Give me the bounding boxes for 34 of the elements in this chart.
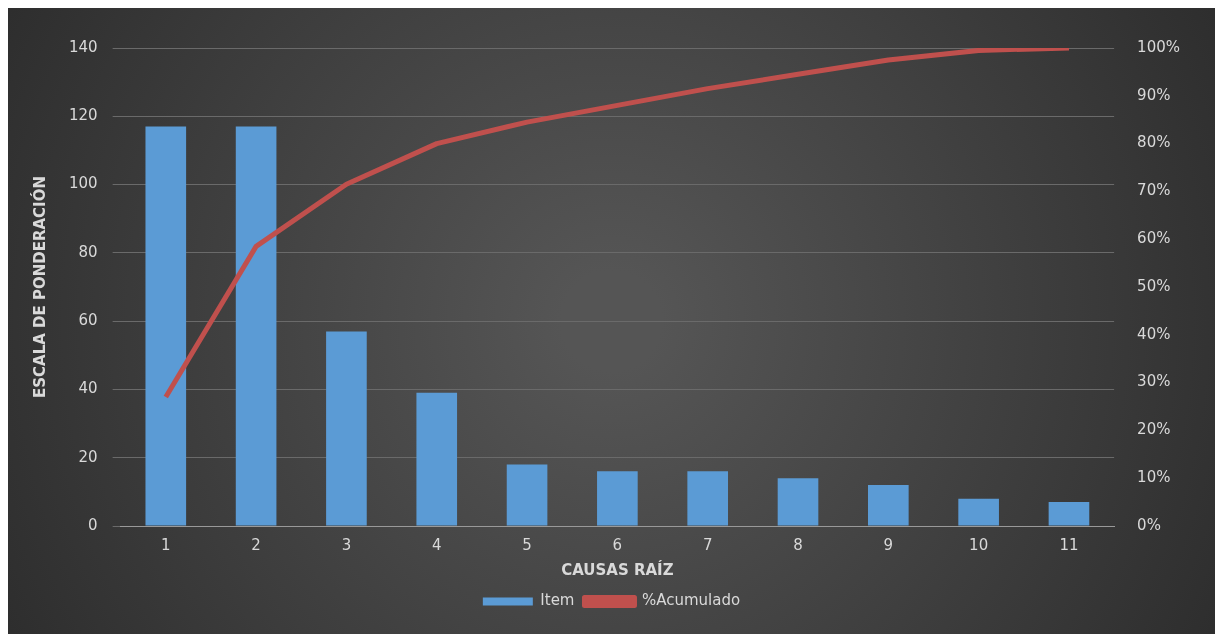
y2-tick-label: 70% — [1137, 181, 1171, 200]
y-tick-label: 40 — [78, 379, 98, 398]
y-tick-label: 100 — [68, 174, 98, 193]
x-tick-label: 10 — [969, 535, 989, 554]
y2-tick-label: 10% — [1137, 468, 1171, 487]
x-axis-title: CAUSAS RAÍZ — [561, 559, 674, 579]
x-tick-label: 3 — [341, 535, 352, 554]
y2-tick-label: 100% — [1137, 37, 1181, 56]
y2-tick-label: 60% — [1137, 229, 1171, 248]
y2-tick-label: 80% — [1137, 133, 1171, 152]
y-tick-label: 0 — [88, 515, 98, 534]
x-tick-label: 11 — [1059, 535, 1079, 554]
y-axis-title: ESCALA DE PONDERACIÓN — [29, 175, 49, 399]
x-tick-label: 1 — [161, 535, 171, 554]
x-tick-label: 6 — [612, 535, 623, 554]
x-tick-label: 2 — [251, 535, 261, 554]
y2-tick-label: 30% — [1137, 372, 1171, 391]
x-tick-label: 5 — [522, 535, 532, 554]
x-tick-label: 4 — [431, 535, 442, 554]
legend-label: Item — [540, 591, 575, 610]
y2-tick-label: 40% — [1137, 324, 1171, 343]
y-tick-label: 140 — [68, 37, 98, 56]
y-tick-label: 60 — [78, 311, 98, 330]
legend-label: %Acumulado — [641, 591, 741, 610]
x-tick-label: 9 — [883, 535, 894, 554]
x-tick-label: 8 — [793, 535, 803, 554]
x-tick-label: 7 — [702, 535, 713, 554]
y2-tick-label: 50% — [1137, 276, 1171, 295]
y-tick-label: 120 — [68, 106, 98, 125]
y-tick-label: 20 — [78, 447, 98, 466]
y-tick-label: 80 — [78, 242, 98, 261]
y2-tick-label: 0% — [1137, 515, 1161, 534]
y2-tick-label: 20% — [1137, 420, 1171, 439]
y2-tick-label: 90% — [1137, 85, 1171, 104]
